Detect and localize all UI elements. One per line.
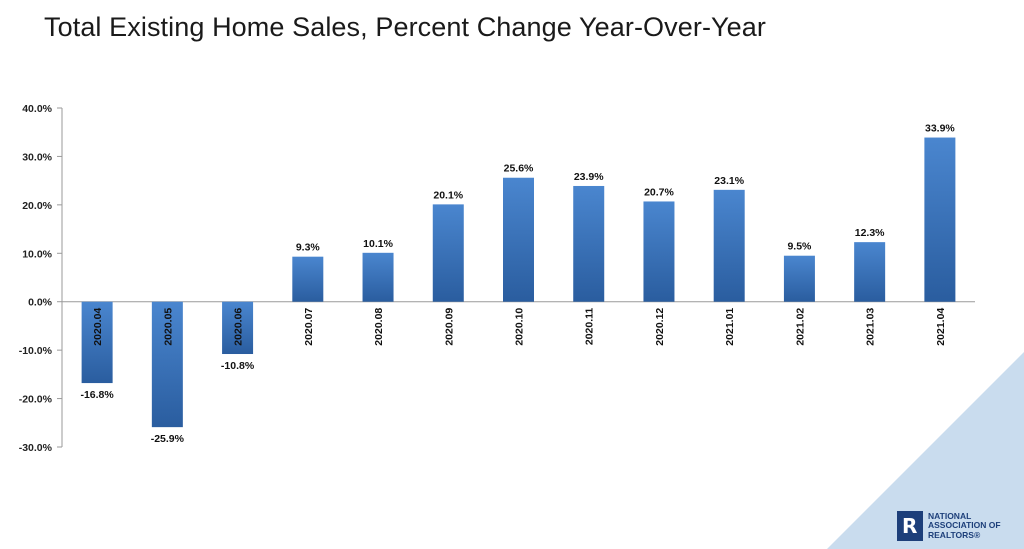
x-tick-label: 2021.02 <box>794 308 806 346</box>
corner-decoration <box>827 352 1024 549</box>
y-tick-label: 20.0% <box>22 200 52 212</box>
axes: 40.0% 30.0% 20.0% 10.0% 0.0% -10.0% -20.0% -30.… <box>19 103 975 454</box>
bar <box>643 201 675 302</box>
bar <box>362 252 394 302</box>
logo-mark-letter: R <box>902 514 918 538</box>
logo-text: NATIONAL ASSOCIATION OF REALTORS® <box>928 510 1001 541</box>
labels: -16.8% 2020.04 -25.9% 2020.05 -10.8% 2020.06 9… <box>80 123 955 446</box>
data-label: 33.9% <box>925 123 955 135</box>
data-label: 9.3% <box>296 242 321 254</box>
bars <box>81 137 956 428</box>
y-tick-label: 0.0% <box>28 297 53 309</box>
x-tick-label: 2021.03 <box>865 308 877 346</box>
bar <box>783 255 815 302</box>
logo-line-2: ASSOCIATION OF <box>928 520 1001 531</box>
bar <box>854 242 886 302</box>
x-tick-label: 2020.10 <box>514 308 526 346</box>
y-tick-label: 30.0% <box>22 151 52 163</box>
bar <box>713 189 745 302</box>
bar <box>222 301 254 355</box>
data-label: -25.9% <box>151 433 185 445</box>
x-tick-label: 2020.05 <box>162 308 174 346</box>
y-tick-label: -10.0% <box>19 345 53 357</box>
x-tick-label: 2020.12 <box>654 308 666 346</box>
corner-triangle <box>827 352 1024 549</box>
data-label: 23.1% <box>714 175 744 187</box>
bar <box>573 185 605 302</box>
data-label: -10.8% <box>221 360 255 372</box>
x-tick-label: 2020.09 <box>443 308 455 346</box>
y-tick-label: 10.0% <box>22 248 52 260</box>
data-label: 23.9% <box>574 171 604 183</box>
x-tick-label: 2021.04 <box>935 308 947 346</box>
chart-title: Total Existing Home Sales, Percent Chang… <box>44 12 766 42</box>
x-tick-label: 2020.07 <box>303 308 315 346</box>
realtor-r-icon: R <box>897 511 923 541</box>
bar <box>924 137 956 302</box>
data-label: 9.5% <box>787 241 812 253</box>
bar <box>292 256 324 302</box>
y-tick-label: -20.0% <box>19 394 53 406</box>
y-tick-label: 40.0% <box>22 103 52 115</box>
data-label: 12.3% <box>855 227 885 239</box>
x-tick-label: 2021.01 <box>724 308 736 346</box>
x-tick-label: 2020.06 <box>233 308 245 346</box>
x-tick-label: 2020.11 <box>584 308 596 346</box>
nar-logo: R NATIONAL ASSOCIATION OF REALTORS® <box>897 509 1021 543</box>
x-tick-label: 2020.08 <box>373 308 385 346</box>
data-label: -16.8% <box>80 389 114 401</box>
data-label: 25.6% <box>504 163 534 175</box>
data-label: 20.7% <box>644 186 674 198</box>
logo-line-3: REALTORS® <box>928 529 981 540</box>
bar <box>503 177 534 302</box>
bar <box>81 301 113 384</box>
bar <box>151 301 183 428</box>
data-label: 20.1% <box>433 189 463 201</box>
x-tick-label: 2020.04 <box>92 308 104 346</box>
data-label: 10.1% <box>363 238 393 250</box>
logo-line-1: NATIONAL <box>928 510 972 521</box>
y-tick-label: -30.0% <box>19 442 53 454</box>
bar <box>432 204 464 302</box>
